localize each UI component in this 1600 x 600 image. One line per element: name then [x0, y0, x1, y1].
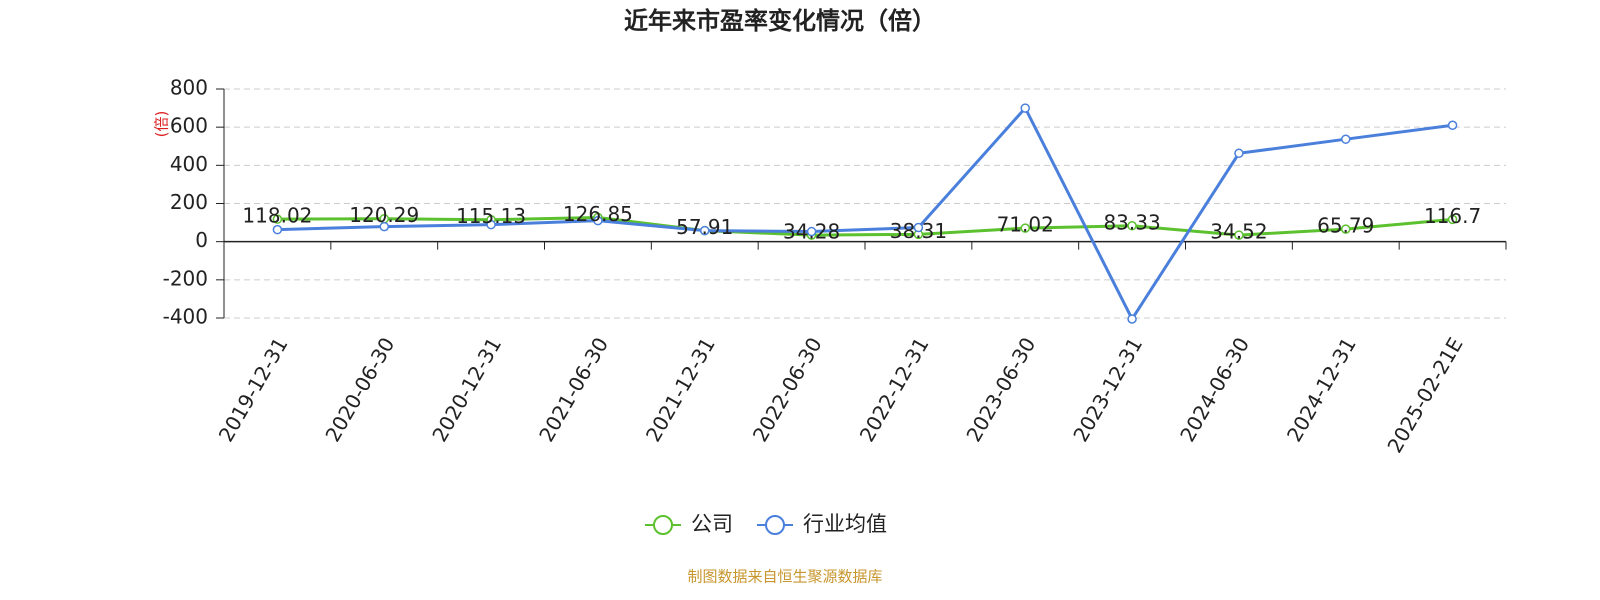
- data-point: [1127, 221, 1137, 231]
- data-point: [1020, 103, 1030, 113]
- data-point: [1447, 214, 1458, 225]
- data-label: 120.29: [349, 203, 419, 227]
- data-point: [806, 226, 817, 237]
- data-label: 65.79: [1317, 214, 1374, 238]
- legend-marker: [765, 515, 785, 535]
- x-tick-label: 2024-12-31: [1282, 333, 1361, 446]
- y-tick-label: 200: [170, 190, 208, 214]
- data-point: [1234, 230, 1244, 240]
- data-point: [486, 219, 496, 230]
- data-point: [700, 225, 710, 236]
- data-point: [1020, 223, 1030, 233]
- data-label: 57.91: [676, 215, 733, 239]
- data-label: 38.31: [890, 219, 947, 243]
- x-tick-label: 2021-06-30: [534, 333, 613, 446]
- legend-item: 行业均值: [757, 512, 887, 536]
- y-tick-label: -400: [163, 305, 208, 329]
- data-label: 34.52: [1210, 220, 1267, 244]
- x-tick-label: 2020-12-31: [427, 333, 506, 446]
- data-point: [1341, 134, 1351, 144]
- y-tick-label: 600: [170, 114, 208, 138]
- y-tick-label: 0: [195, 228, 208, 252]
- data-label: 83.33: [1103, 210, 1160, 234]
- data-label: 115.13: [456, 204, 526, 228]
- x-tick-label: 2023-12-31: [1068, 333, 1147, 446]
- x-tick-label: 2023-06-30: [961, 333, 1040, 446]
- data-label: 116.7: [1424, 204, 1481, 228]
- x-tick-label: 2022-12-31: [855, 333, 934, 446]
- series-line: [277, 105, 1453, 322]
- chart-title: 近年来市盈率变化情况（倍）: [624, 7, 936, 35]
- y-tick-label: 800: [170, 76, 208, 100]
- data-point: [913, 222, 924, 233]
- x-tick-label: 2019-12-31: [214, 333, 293, 446]
- legend-item: 公司: [645, 512, 733, 536]
- data-label: 118.02: [242, 204, 312, 228]
- x-tick-label: 2022-06-30: [748, 333, 827, 446]
- x-tick-label: 2024-06-30: [1175, 333, 1254, 446]
- y-axis-label: (倍): [153, 111, 171, 138]
- data-point: [1234, 148, 1244, 159]
- data-point: [1341, 224, 1351, 234]
- data-label: 34.28: [783, 220, 840, 244]
- series-line: [277, 215, 1453, 237]
- data-point: [272, 214, 283, 224]
- source-note: 制图数据来自恒生聚源数据库: [687, 568, 882, 586]
- data-point: [379, 221, 389, 232]
- data-point: [1127, 314, 1137, 324]
- y-tick-label: 400: [170, 152, 208, 176]
- y-tick-label: -200: [163, 266, 208, 290]
- data-label: 71.02: [997, 213, 1054, 237]
- legend-label: 行业均值: [803, 512, 887, 536]
- x-tick-label: 2021-12-31: [641, 333, 720, 446]
- data-label: 126.85: [563, 202, 633, 226]
- x-tick-label: 2025-02-21E: [1382, 333, 1467, 457]
- legend-label: 公司: [691, 512, 733, 536]
- legend-marker: [653, 515, 673, 535]
- data-point: [593, 215, 603, 226]
- data-point: [272, 224, 283, 235]
- x-tick-label: 2020-06-30: [320, 333, 399, 446]
- data-point: [1447, 120, 1458, 131]
